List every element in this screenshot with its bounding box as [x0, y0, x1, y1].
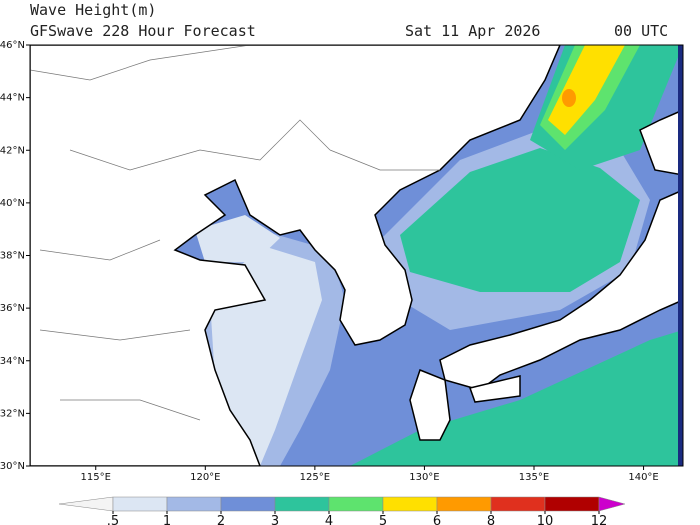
colorbar-label: .5 [107, 514, 119, 525]
colorbar-segment [328, 496, 384, 512]
colorbar-segment [436, 496, 492, 512]
sea-zone [562, 89, 576, 107]
lat-label: 46°N [0, 40, 25, 51]
sea-zone [400, 148, 640, 292]
lon-label: 130°E [409, 472, 439, 483]
lon-label: 120°E [190, 472, 220, 483]
lon-label: 140°E [628, 472, 658, 483]
colorbar-label: 3 [271, 514, 279, 525]
colorbar-segment [274, 496, 330, 512]
time: 00 UTC [614, 22, 668, 40]
colorbar-label: 1 [163, 514, 171, 525]
subtitle: GFSwave 228 Hour Forecast [30, 22, 256, 40]
lat-label: 32°N [0, 408, 25, 419]
sea-zone [548, 45, 625, 135]
colorbar-label: 12 [591, 514, 608, 525]
lon-label: 135°E [519, 472, 549, 483]
title: Wave Height(m) [30, 1, 156, 19]
lat-label: 42°N [0, 145, 25, 156]
colorbar-label: 2 [217, 514, 225, 525]
date: Sat 11 Apr 2026 [405, 22, 540, 40]
lon-label: 125°E [300, 472, 330, 483]
colorbar-label: 6 [433, 514, 441, 525]
colorbar-segment [220, 496, 276, 512]
sea-zone [195, 215, 280, 262]
colorbar-segment [490, 496, 546, 512]
map [30, 45, 683, 466]
edge [678, 45, 683, 466]
colorbar-segment [544, 496, 600, 512]
colorbar-segment [598, 496, 626, 512]
lat-label: 40°N [0, 198, 25, 209]
lat-label: 38°N [0, 251, 25, 262]
colorbar-segment [112, 496, 168, 512]
lat-label: 34°N [0, 356, 25, 367]
land [30, 45, 683, 466]
colorbar-label: 10 [537, 514, 554, 525]
lat-label: 44°N [0, 93, 25, 104]
colorbar-segment [166, 496, 222, 512]
colorbar-label: 4 [325, 514, 333, 525]
lon-label: 115°E [81, 472, 111, 483]
lat-label: 30°N [0, 461, 25, 472]
colorbar-label: 5 [379, 514, 387, 525]
lat-label: 36°N [0, 303, 25, 314]
colorbar-segment [382, 496, 438, 512]
colorbar-segment [58, 496, 114, 512]
borders [30, 45, 440, 421]
colorbar-label: 8 [487, 514, 495, 525]
